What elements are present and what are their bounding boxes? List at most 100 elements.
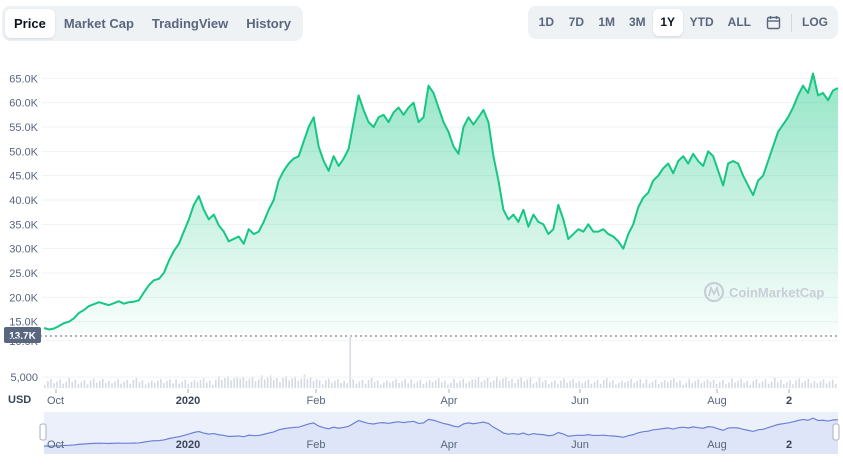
navigator-tick-label: Feb bbox=[307, 439, 326, 451]
range-1d[interactable]: 1D bbox=[538, 15, 554, 29]
volume-bar bbox=[615, 384, 617, 388]
volume-bar bbox=[471, 379, 474, 388]
volume-bar bbox=[667, 382, 669, 388]
volume-bar bbox=[596, 379, 599, 389]
tab-price[interactable]: Price bbox=[5, 9, 55, 38]
navigator-left-handle[interactable] bbox=[39, 423, 47, 441]
volume-bar bbox=[428, 380, 431, 389]
volume-bar bbox=[468, 381, 471, 388]
volume-bar bbox=[144, 384, 147, 388]
volume-bar bbox=[172, 383, 174, 389]
x-tick-label: 2020 bbox=[176, 395, 200, 407]
volume-bar bbox=[499, 380, 501, 388]
volume-bar bbox=[364, 383, 367, 388]
volume-bar bbox=[810, 383, 813, 389]
volume-bar bbox=[373, 382, 376, 388]
volume-bar bbox=[783, 384, 785, 388]
x-tick-label: Aug bbox=[707, 395, 727, 407]
watermark: CoinMarketCap bbox=[703, 281, 824, 303]
volume-bar bbox=[508, 380, 510, 389]
volume-bar bbox=[496, 376, 498, 389]
volume-bar bbox=[95, 382, 98, 388]
volume-bar bbox=[297, 380, 300, 388]
volume-bar bbox=[700, 383, 703, 388]
volume-bar bbox=[584, 381, 587, 388]
range-ytd[interactable]: YTD bbox=[689, 15, 714, 29]
volume-bar bbox=[263, 379, 266, 388]
volume-bar bbox=[670, 380, 672, 388]
volume-bar bbox=[135, 378, 138, 388]
calendar-button[interactable] bbox=[758, 9, 788, 36]
volume-bar bbox=[361, 379, 364, 389]
volume-bar bbox=[120, 383, 122, 388]
volume-bar bbox=[166, 381, 168, 388]
volume-bar bbox=[184, 379, 187, 388]
range-navigator[interactable]: Oct 2020 Feb Apr Jun Aug 2 bbox=[39, 412, 840, 454]
y-tick-label: 50.0K bbox=[9, 146, 38, 158]
volume-bar bbox=[526, 379, 529, 389]
range-3m[interactable]: 3M bbox=[629, 15, 646, 29]
volume-bar bbox=[456, 382, 458, 388]
calendar-icon bbox=[766, 16, 780, 30]
volume-bar bbox=[141, 380, 144, 389]
volume-bar bbox=[612, 380, 614, 389]
range-1y[interactable]: 1Y bbox=[652, 9, 683, 36]
volume-bar bbox=[581, 383, 584, 388]
volume-bar bbox=[86, 384, 89, 388]
volume-bar bbox=[502, 378, 504, 388]
volume-bar bbox=[306, 378, 309, 389]
volume-bar bbox=[108, 381, 110, 388]
volume-bar bbox=[337, 378, 339, 388]
navigator-right-handle[interactable] bbox=[832, 423, 840, 441]
volume-bar bbox=[459, 381, 461, 389]
volume-bar bbox=[242, 376, 245, 388]
volume-bar bbox=[62, 383, 64, 388]
volume-bar bbox=[181, 381, 183, 388]
y-tick-label: 20.0K bbox=[9, 292, 38, 304]
tab-tradingview[interactable]: TradingView bbox=[151, 16, 229, 31]
volume-bar bbox=[276, 377, 278, 389]
volume-bar bbox=[550, 382, 553, 388]
volume-bar bbox=[749, 385, 751, 388]
volume-bar bbox=[254, 381, 257, 388]
range-1m[interactable]: 1M bbox=[598, 15, 615, 29]
volume-bar bbox=[731, 378, 733, 389]
volume-bar bbox=[654, 379, 657, 388]
volume-bar bbox=[190, 381, 193, 388]
log-scale-button[interactable]: LOG bbox=[802, 15, 828, 29]
volume-bar bbox=[703, 381, 706, 388]
volume-bar bbox=[489, 382, 492, 388]
volume-bar bbox=[111, 383, 113, 388]
volume-bar bbox=[153, 382, 156, 388]
volume-bar bbox=[480, 381, 483, 388]
y-tick-label: 65.0K bbox=[9, 73, 38, 85]
y-axis-ticks: 65.0K 60.0K 55.0K 50.0K 45.0K 40.0K 35.0K 30.0K… bbox=[9, 73, 38, 328]
volume-bar bbox=[523, 381, 526, 389]
navigator-tick-label: Aug bbox=[707, 439, 727, 451]
volume-bar bbox=[685, 382, 687, 388]
volume-bar bbox=[605, 378, 608, 388]
y-tick-label: 55.0K bbox=[9, 122, 38, 134]
navigator-tick-label: 2 bbox=[786, 439, 792, 451]
volume-bar bbox=[89, 380, 92, 388]
volume-bar bbox=[590, 383, 593, 388]
range-all[interactable]: ALL bbox=[727, 15, 751, 29]
volume-bar bbox=[352, 379, 354, 388]
volume-bar bbox=[511, 378, 513, 389]
tab-market-cap[interactable]: Market Cap bbox=[63, 16, 134, 31]
volume-bar bbox=[804, 380, 806, 388]
volume-bar bbox=[315, 379, 318, 388]
y-tick-label: 35.0K bbox=[9, 219, 38, 231]
volume-bar bbox=[517, 379, 519, 388]
volume-bar bbox=[715, 383, 718, 388]
volume-bar bbox=[541, 381, 544, 389]
volume-bar bbox=[386, 380, 388, 388]
volume-bar bbox=[413, 383, 416, 388]
tab-history[interactable]: History bbox=[246, 16, 292, 31]
volume-bar bbox=[566, 382, 568, 388]
range-7d[interactable]: 7D bbox=[568, 15, 584, 29]
volume-bar bbox=[236, 376, 238, 388]
volume-bar bbox=[825, 383, 828, 388]
volume-bar bbox=[450, 382, 452, 388]
